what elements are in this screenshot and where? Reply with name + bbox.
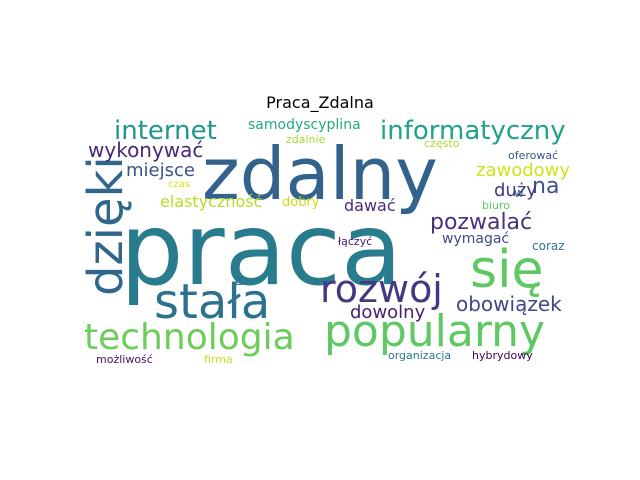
word-15: zawodowy (476, 160, 571, 181)
word-35: firma (204, 353, 233, 366)
word-18: dawać (344, 196, 396, 215)
word-32: organizacja (388, 349, 452, 362)
word-6: popularny (324, 306, 546, 357)
word-26: samodyscyplina (248, 117, 361, 133)
word-4: dzięki (78, 156, 134, 296)
word-20: wymagać (442, 231, 510, 247)
word-25: z (234, 270, 243, 289)
word-12: na (532, 174, 560, 199)
word-7: technologia (84, 317, 295, 358)
word-17: dobry (282, 195, 320, 210)
word-cloud: praca zdalny się stała dzięki rozwój popularny… (78, 116, 571, 368)
word-5: rozwój (320, 267, 443, 311)
word-8: internet (114, 116, 217, 146)
word-13: duży (494, 180, 537, 201)
word-27: zdalnie (286, 133, 326, 146)
word-19: pozwalać (430, 210, 533, 235)
word-30: czas (168, 179, 191, 190)
word-31: biuro (482, 199, 511, 212)
word-29: oferować (508, 149, 559, 162)
word-22: coraz (532, 239, 565, 253)
word-33: hybrydowy (472, 349, 533, 362)
word-24: dowolny (350, 302, 426, 323)
word-28: często (424, 137, 460, 150)
word-0: praca (120, 191, 403, 308)
word-11: miejsce (126, 160, 195, 181)
word-3: stała (154, 274, 271, 330)
figure-title: Praca_Zdalna (266, 93, 374, 112)
word-10: wykonywać (88, 138, 204, 162)
word-21: łączyć (338, 235, 373, 248)
word-14: w (514, 186, 524, 200)
word-34: możliwość (96, 353, 153, 366)
word-16: elastyczność (160, 192, 263, 211)
word-23: obowiązek (456, 292, 562, 316)
word-1: zdalny (202, 132, 438, 216)
word-2: się (470, 240, 544, 300)
word-9: informatyczny (380, 116, 566, 146)
